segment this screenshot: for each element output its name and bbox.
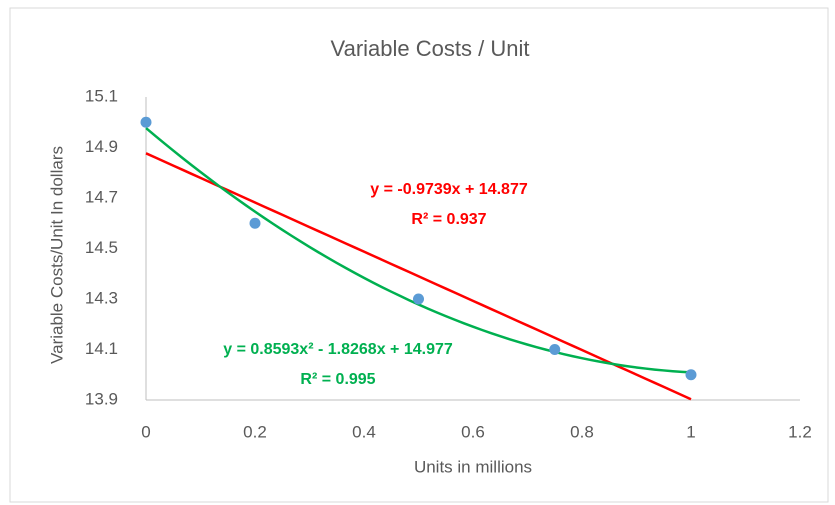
chart-border <box>9 7 829 503</box>
chart-title: Variable Costs / Unit <box>331 36 530 61</box>
x-tick-label: 0 <box>141 422 150 441</box>
trendline-r-squared: R² = 0.995 <box>300 371 375 388</box>
x-tick-label: 1 <box>686 422 695 441</box>
y-axis-title: Variable Costs/Unit In dollars <box>47 146 66 364</box>
y-tick-label: 14.9 <box>85 137 118 156</box>
data-point <box>685 369 697 381</box>
y-tick-label: 15.1 <box>85 86 118 105</box>
trendline-r-squared: R² = 0.937 <box>411 211 486 228</box>
trendline <box>145 152 692 401</box>
y-tick-label: 14.7 <box>85 187 118 206</box>
x-tick-label: 0.6 <box>461 422 485 441</box>
x-tick-label: 0.4 <box>352 422 376 441</box>
x-tick-label: 1.2 <box>788 422 812 441</box>
y-tick-label: 14.5 <box>85 238 118 257</box>
x-tick-label: 0.8 <box>570 422 594 441</box>
data-point <box>249 217 261 229</box>
trendline-equation: y = -0.9739x + 14.877 <box>370 181 528 198</box>
trendline-equation: y = 0.8593x² - 1.8268x + 14.977 <box>223 341 453 358</box>
data-point <box>140 116 152 128</box>
y-tick-label: 14.1 <box>85 339 118 358</box>
data-point <box>549 344 561 355</box>
data-point <box>413 293 424 305</box>
y-tick-label: 14.3 <box>85 288 118 307</box>
x-axis-title: Units in millions <box>414 457 532 476</box>
y-tick-label: 13.9 <box>85 389 118 408</box>
x-tick-label: 0.2 <box>243 422 267 441</box>
